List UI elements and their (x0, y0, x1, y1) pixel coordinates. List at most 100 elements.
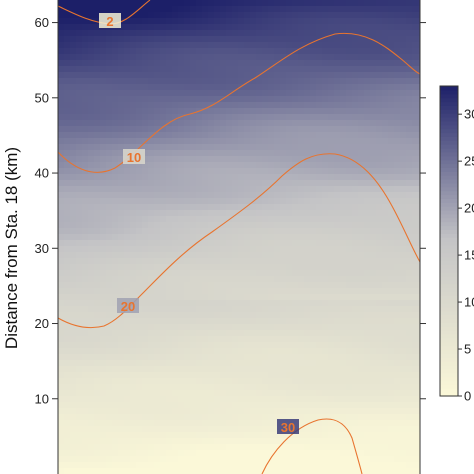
heatmap-cell (196, 42, 203, 49)
heatmap-cell (64, 216, 71, 223)
heatmap-cell (382, 438, 389, 445)
heatmap-cell (352, 138, 359, 145)
heatmap-cell (166, 192, 173, 199)
colorbar-segment (440, 287, 458, 292)
heatmap-cell (226, 450, 233, 457)
heatmap-cell (196, 324, 203, 331)
heatmap-cell (178, 228, 185, 235)
heatmap-cell (82, 438, 89, 445)
heatmap-cell (172, 420, 179, 427)
heatmap-cell (136, 444, 143, 451)
heatmap-cell (184, 306, 191, 313)
heatmap-cell (58, 426, 65, 433)
heatmap-cell (154, 84, 161, 91)
heatmap-cell (406, 210, 413, 217)
heatmap-cell (376, 234, 383, 241)
heatmap-cell (262, 168, 269, 175)
heatmap-cell (382, 120, 389, 127)
heatmap-cell (328, 42, 335, 49)
heatmap-cell (220, 432, 227, 439)
heatmap-cell (244, 450, 251, 457)
heatmap-cell (190, 102, 197, 109)
heatmap-cell (370, 60, 377, 67)
heatmap-cell (160, 294, 167, 301)
heatmap-cell (262, 192, 269, 199)
heatmap-cell (298, 438, 305, 445)
heatmap-cell (118, 168, 125, 175)
heatmap-cell (130, 18, 137, 25)
heatmap-cell (154, 300, 161, 307)
heatmap-cell (334, 150, 341, 157)
heatmap-cell (196, 402, 203, 409)
heatmap-cell (142, 240, 149, 247)
heatmap-cell (76, 432, 83, 439)
heatmap-cell (106, 330, 113, 337)
heatmap-cell (226, 132, 233, 139)
heatmap-cell (196, 6, 203, 13)
heatmap-cell (328, 420, 335, 427)
heatmap-cell (106, 60, 113, 67)
heatmap-cell (304, 96, 311, 103)
heatmap-cell (262, 234, 269, 241)
heatmap-cell (262, 84, 269, 91)
heatmap-cell (226, 270, 233, 277)
heatmap-cell (214, 102, 221, 109)
heatmap-cell (70, 420, 77, 427)
heatmap-cell (130, 120, 137, 127)
heatmap-cell (256, 450, 263, 457)
heatmap-cell (256, 138, 263, 145)
heatmap-cell (124, 318, 131, 325)
heatmap-cell (238, 450, 245, 457)
contour-line-20 (58, 153, 420, 329)
heatmap-cell (274, 354, 281, 361)
heatmap-cell (184, 270, 191, 277)
heatmap-cell (100, 36, 107, 43)
heatmap-cell (322, 306, 329, 313)
heatmap-cell (388, 60, 395, 67)
heatmap-cell (214, 174, 221, 181)
heatmap-cell (406, 324, 413, 331)
heatmap-cell (76, 270, 83, 277)
heatmap-cell (346, 198, 353, 205)
heatmap-cell (382, 6, 389, 13)
heatmap-cell (250, 462, 257, 469)
heatmap-cell (232, 294, 239, 301)
heatmap-cell (412, 30, 419, 37)
heatmap-cell (250, 12, 257, 19)
heatmap-cell (142, 42, 149, 49)
colorbar-segment (440, 341, 458, 347)
heatmap-cell (88, 384, 95, 391)
heatmap-cell (178, 150, 185, 157)
heatmap-cell (190, 462, 197, 469)
heatmap-cell (178, 114, 185, 121)
heatmap-cell (118, 402, 125, 409)
heatmap-cell (136, 342, 143, 349)
heatmap-cell (136, 300, 143, 307)
heatmap-cell (160, 150, 167, 157)
heatmap-cell (238, 366, 245, 373)
heatmap-cell (214, 450, 221, 457)
heatmap-cell (136, 252, 143, 259)
heatmap-cell (208, 396, 215, 403)
heatmap-cell (346, 438, 353, 445)
heatmap-cell (292, 78, 299, 85)
heatmap-cell (238, 306, 245, 313)
heatmap-cell (136, 198, 143, 205)
heatmap-cell (304, 378, 311, 385)
heatmap-cell (298, 354, 305, 361)
heatmap-cell (376, 12, 383, 19)
heatmap-cell (376, 342, 383, 349)
heatmap-cell (370, 378, 377, 385)
heatmap-cell (112, 468, 119, 474)
heatmap-cell (244, 252, 251, 259)
heatmap-cell (130, 330, 137, 337)
colorbar-segment (440, 268, 458, 273)
heatmap-cell (418, 30, 420, 37)
heatmap-cell (244, 192, 251, 199)
heatmap-cell (118, 84, 125, 91)
heatmap-cell (298, 342, 305, 349)
heatmap-cell (394, 198, 401, 205)
heatmap-cell (376, 288, 383, 295)
heatmap-cell (112, 96, 119, 103)
colorbar-frame (439, 85, 459, 397)
